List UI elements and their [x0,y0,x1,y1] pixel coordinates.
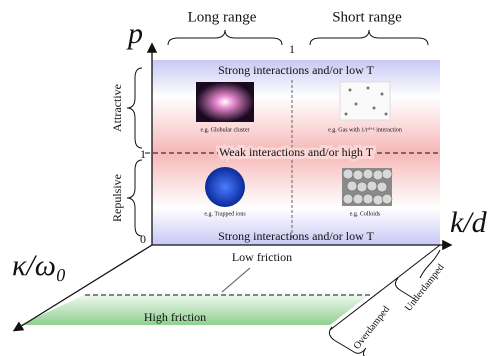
pointer [222,268,250,292]
kappa-label: κ/ω₀ [12,249,66,282]
brace [127,160,142,236]
range-label: Short range [332,9,402,25]
brace [127,68,142,148]
side-label: Attractive [110,84,124,132]
tick-label: 1 [140,147,146,161]
range-label: Long range [188,9,257,25]
example-label: e.g. Colloids [350,211,381,217]
brace [168,30,282,45]
p-label: p [126,17,143,50]
tick-label: 1 [289,42,295,56]
brace [310,30,428,45]
band-label: Strong interactions and/or low T [218,229,374,243]
colloid-particles [343,169,392,205]
friction-label: High friction [144,310,206,324]
band-label: Strong interactions and/or low T [218,63,374,77]
diagram: p k/d κ/ω₀ Long range Short range 1 1 0 … [0,0,495,356]
ions-image [205,167,245,207]
damping-label: Overdamped [352,304,392,351]
band-label: Weak interactions and/or high T [219,145,374,159]
tick-label: 0 [140,232,146,246]
example-label: e.g. Globular cluster [201,127,250,133]
example-label: e.g. Gas with 1/rᵈ⁺¹ interaction [328,126,402,133]
side-label: Repulsive [110,174,124,222]
globular-image [196,82,254,122]
example-label: e.g. Trapped ions [204,211,246,217]
gas-image [340,82,390,120]
k-label: k/d [450,206,488,239]
friction-label: Low friction [232,250,292,264]
